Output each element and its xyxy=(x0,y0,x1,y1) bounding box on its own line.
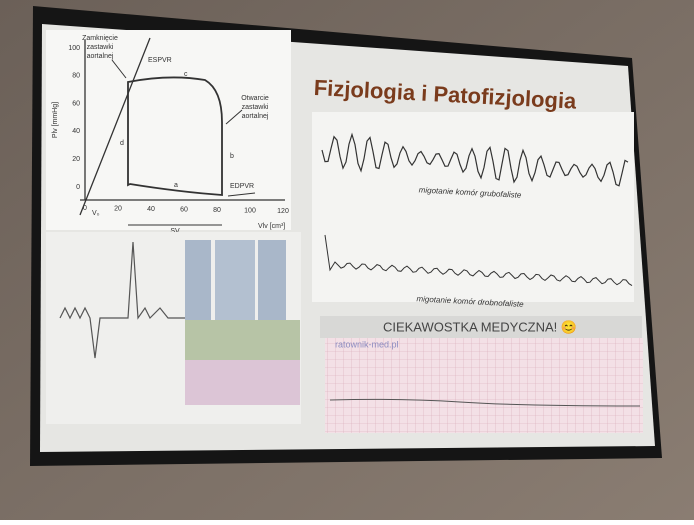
y-tick-label: 20 xyxy=(72,156,80,163)
arrow xyxy=(225,109,243,125)
label: aortalnej xyxy=(242,113,269,120)
label: c xyxy=(184,71,188,78)
phase-block xyxy=(185,320,300,360)
ecg-trace xyxy=(324,234,633,287)
x-axis-label: Vlv [cm³] xyxy=(258,223,285,230)
y-tick-label: 0 xyxy=(76,184,80,191)
label: zastawki xyxy=(87,44,114,51)
x-tick-label: 120 xyxy=(277,208,289,215)
y-axis-label: Plv [mmHg] xyxy=(52,102,59,138)
ecg-trace xyxy=(321,132,629,187)
edpvr-line xyxy=(227,192,256,197)
x-tick-label: 60 xyxy=(180,206,188,213)
cycle-trace xyxy=(59,241,185,359)
y-tick-label: 60 xyxy=(72,100,80,107)
x-tick-label: 80 xyxy=(213,207,221,214)
watermark: ratownik-med.pl xyxy=(335,339,399,349)
x-tick-label: 20 xyxy=(114,205,122,212)
label: a xyxy=(174,182,178,189)
y-tick-label: 80 xyxy=(72,73,80,80)
espvr-line xyxy=(79,37,151,216)
y-tick-label: 100 xyxy=(68,45,80,52)
label: EDPVR xyxy=(230,183,254,190)
x-tick-label: 0 xyxy=(83,205,87,212)
y-tick-label: 40 xyxy=(72,128,80,135)
phase-block xyxy=(258,240,286,320)
pv-loop xyxy=(127,76,223,196)
label: Zamknięcie xyxy=(82,35,118,42)
label: ESPVR xyxy=(148,57,172,64)
label: d xyxy=(120,140,124,147)
label: Otwarcie xyxy=(241,95,269,102)
phase-block xyxy=(185,240,211,320)
x-tick-label: 100 xyxy=(244,207,256,214)
phase-block xyxy=(185,360,300,405)
label: zastawki xyxy=(242,104,269,111)
ecg-paper xyxy=(325,338,643,433)
ecg-panel xyxy=(312,112,634,302)
label: SV xyxy=(170,228,180,235)
note-header xyxy=(320,316,642,338)
label: V₀ xyxy=(92,210,100,217)
flatline xyxy=(329,398,641,407)
label: aortalnej xyxy=(87,53,114,60)
x-tick-label: 40 xyxy=(147,206,155,213)
phase-block xyxy=(215,240,255,320)
label: b xyxy=(230,153,234,160)
note-heading: CIEKAWOSTKA MEDYCZNA! 😊 xyxy=(383,319,577,334)
arrow xyxy=(111,59,127,79)
